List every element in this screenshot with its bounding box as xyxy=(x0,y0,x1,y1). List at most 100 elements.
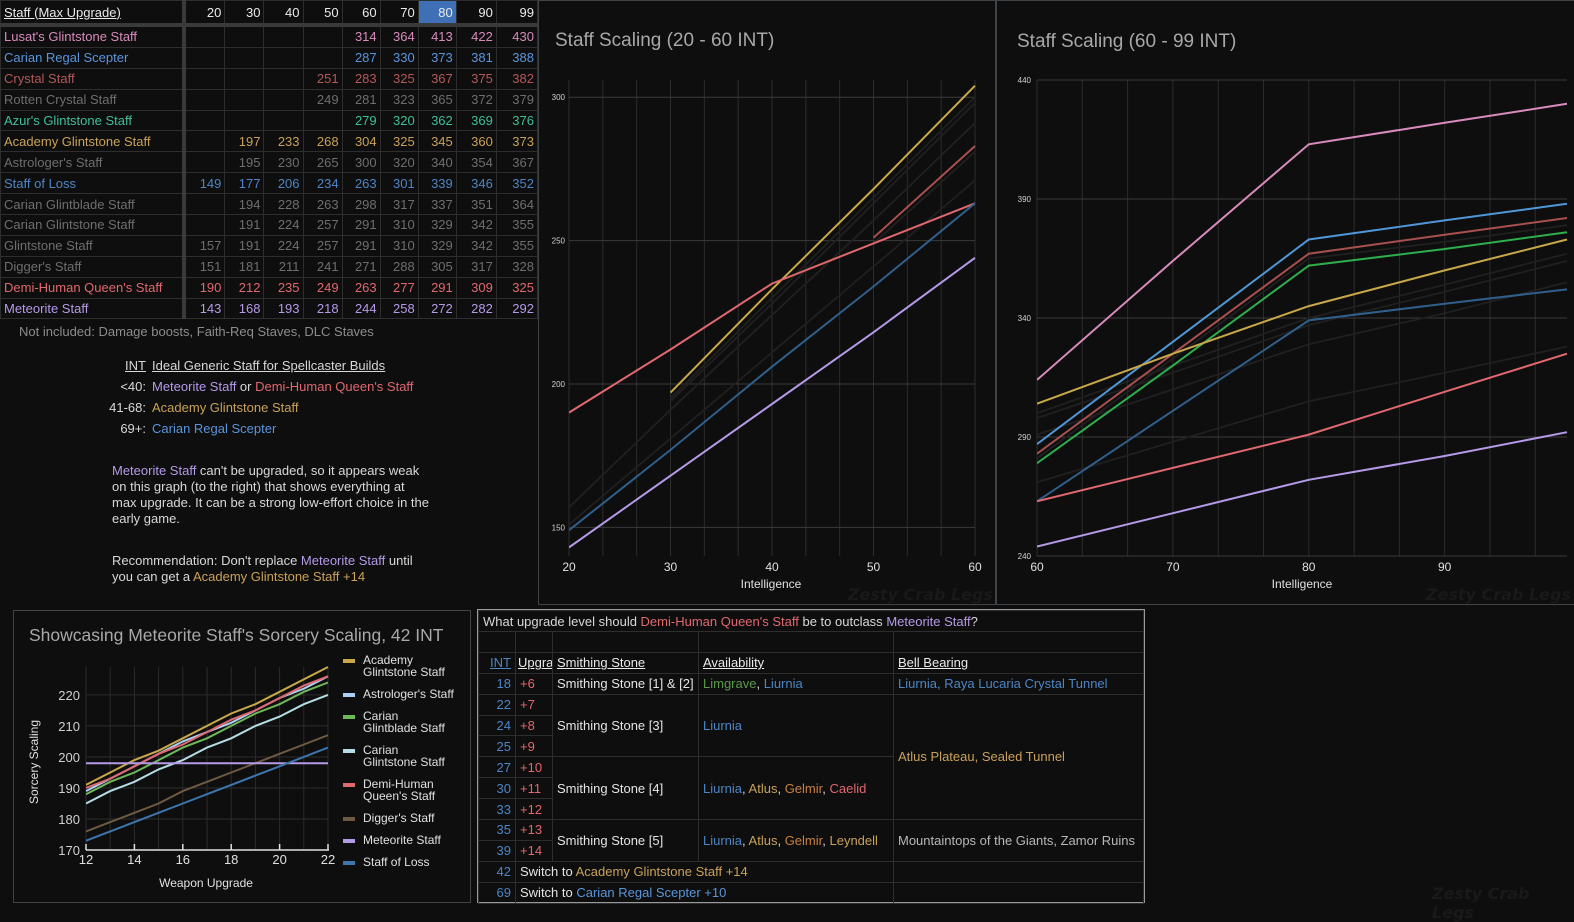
legend-item[interactable]: Meteorite Staff xyxy=(343,833,441,847)
bell-bearing-column-header[interactable]: Bell Bearing xyxy=(898,655,968,670)
staff-name: Digger's Staff xyxy=(1,256,184,277)
staff-name: Meteorite Staff xyxy=(301,553,385,568)
staff-name: Demi-Human Queen's Staff xyxy=(1,277,184,298)
int-value: 39 xyxy=(479,840,516,861)
scaling-value: 304 xyxy=(342,131,380,152)
y-axis-label: Sorcery Scaling xyxy=(27,720,41,804)
series-lines xyxy=(1037,104,1567,547)
x-tick-label: 90 xyxy=(1438,560,1452,574)
scaling-value: 342 xyxy=(456,235,496,256)
int-column-header[interactable]: 50 xyxy=(303,1,342,26)
scaling-value: 381 xyxy=(456,47,496,68)
int-column-header[interactable]: 30 xyxy=(225,1,264,26)
int-column-header[interactable]: 40 xyxy=(264,1,303,26)
scaling-value xyxy=(225,25,264,47)
region: Gelmir xyxy=(785,833,823,848)
y-tick-label: 180 xyxy=(58,812,80,827)
staff-name: Rotten Crystal Staff xyxy=(1,89,184,110)
scaling-value: 373 xyxy=(418,47,456,68)
scaling-value xyxy=(184,152,225,173)
scaling-value: 379 xyxy=(496,89,537,110)
upgrade-column-header[interactable]: Upgra xyxy=(518,655,553,670)
table-row: Digger's Staff 151 181 211 241 271 288 305 317 32… xyxy=(1,256,538,277)
scaling-value: 317 xyxy=(456,256,496,277)
scaling-value: 339 xyxy=(418,173,456,194)
scaling-value: 355 xyxy=(496,215,537,236)
switch-label: Switch to xyxy=(520,885,576,900)
or-text: or xyxy=(236,379,255,394)
int-column-header[interactable]: 99 xyxy=(496,1,537,26)
legend-swatch xyxy=(343,817,355,821)
scaling-value: 323 xyxy=(380,89,418,110)
int-column-header[interactable]: 70 xyxy=(380,1,418,26)
legend-label: Meteorite Staff xyxy=(363,833,441,847)
x-tick-label: 60 xyxy=(1030,560,1044,574)
scaling-value xyxy=(303,110,342,131)
staff-column-header[interactable]: Staff (Max Upgrade) xyxy=(1,1,184,26)
legend-label: Staff of Loss xyxy=(363,855,430,869)
int-column-header[interactable]: INT xyxy=(490,655,511,670)
series-line-lusat-s-glintstone-staff xyxy=(1037,104,1567,380)
series-line-crystal-staff xyxy=(1037,218,1567,454)
staff-name: Astrologer's Staff xyxy=(1,152,184,173)
scaling-value: 360 xyxy=(456,131,496,152)
region: Caelid xyxy=(829,781,866,796)
legend-item[interactable]: Astrologer's Staff xyxy=(343,687,454,701)
bell-bearing: Mountaintops of the Giants, Zamor Ruins xyxy=(894,820,1144,862)
staff-name: Carian Regal Scepter +10 xyxy=(576,885,726,900)
x-tick-label: 70 xyxy=(1166,560,1180,574)
table-row: Crystal Staff 251 283 325 367 375 382 xyxy=(1,68,538,89)
scaling-value: 283 xyxy=(342,68,380,89)
scaling-value: 233 xyxy=(264,131,303,152)
int-value: 18 xyxy=(479,673,516,694)
x-tick-label: 14 xyxy=(127,852,141,867)
question-text: ? xyxy=(971,614,978,629)
smithing-stone-column-header[interactable]: Smithing Stone xyxy=(557,655,645,670)
scaling-value xyxy=(264,25,303,47)
scaling-value: 279 xyxy=(342,110,380,131)
scaling-value: 282 xyxy=(456,298,496,319)
legend-swatch xyxy=(343,783,355,787)
question-row: What upgrade level should Demi-Human Que… xyxy=(479,611,1144,632)
int-value: 30 xyxy=(479,778,516,799)
series-line-astrologer-s-staff xyxy=(1037,254,1567,414)
scaling-value: 263 xyxy=(342,173,380,194)
scaling-value: 372 xyxy=(456,89,496,110)
scaling-value: 351 xyxy=(456,194,496,215)
y-tick-label: 150 xyxy=(552,523,566,532)
region: Liurnia xyxy=(764,676,803,691)
int-column-header[interactable]: 60 xyxy=(342,1,380,26)
scaling-value: 191 xyxy=(225,235,264,256)
region: Atlus xyxy=(749,781,778,796)
upgrade-value: +7 xyxy=(516,694,553,715)
scaling-value: 422 xyxy=(456,25,496,47)
scaling-value: 234 xyxy=(303,173,342,194)
scaling-value: 228 xyxy=(264,194,303,215)
question-text: be to outclass xyxy=(799,614,886,629)
scaling-value: 340 xyxy=(418,152,456,173)
scaling-value: 263 xyxy=(303,194,342,215)
table-row: Astrologer's Staff 195 230 265 300 320 340 354 3… xyxy=(1,152,538,173)
scaling-value: 352 xyxy=(496,173,537,194)
watermark: Zesty Crab Legs xyxy=(1432,884,1574,922)
int-column-header[interactable]: 80 xyxy=(418,1,456,26)
int-value: 24 xyxy=(479,715,516,736)
table-row: Carian Regal Scepter 287 330 373 381 388 xyxy=(1,47,538,68)
table-row: 18 +6 Smithing Stone [1] & [2] Limgrave,… xyxy=(479,673,1144,694)
scaling-value: 292 xyxy=(496,298,537,319)
int-column-header[interactable]: 20 xyxy=(184,1,225,26)
scaling-value: 291 xyxy=(342,235,380,256)
region: Limgrave xyxy=(703,676,756,691)
legend-item[interactable]: Digger's Staff xyxy=(343,811,435,825)
scaling-value: 268 xyxy=(303,131,342,152)
x-tick-label: 20 xyxy=(562,560,576,574)
int-column-header[interactable]: 90 xyxy=(456,1,496,26)
legend-item[interactable]: Staff of Loss xyxy=(343,855,430,869)
staff-name: Demi-Human Queen's Staff xyxy=(641,614,799,629)
availability-column-header[interactable]: Availability xyxy=(703,655,764,670)
scaling-value xyxy=(184,47,225,68)
